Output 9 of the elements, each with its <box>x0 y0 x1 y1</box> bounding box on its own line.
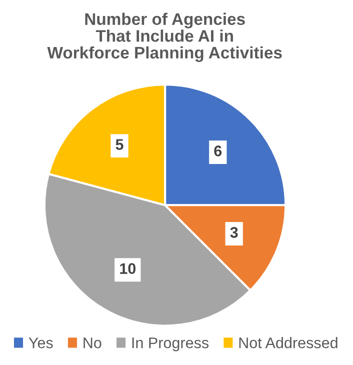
data-label: 10 <box>120 263 136 274</box>
legend-label: Yes <box>28 338 53 348</box>
legend-label: No <box>84 338 102 348</box>
legend-label: Not Addressed <box>239 337 338 348</box>
legend-label: In Progress <box>132 338 209 352</box>
data-label: 5 <box>116 139 124 150</box>
data-label: 3 <box>230 227 238 238</box>
chart-title: Number of Agencies That Include AI in Workforce Planning Activities <box>47 12 282 62</box>
data-label: 6 <box>214 146 222 156</box>
